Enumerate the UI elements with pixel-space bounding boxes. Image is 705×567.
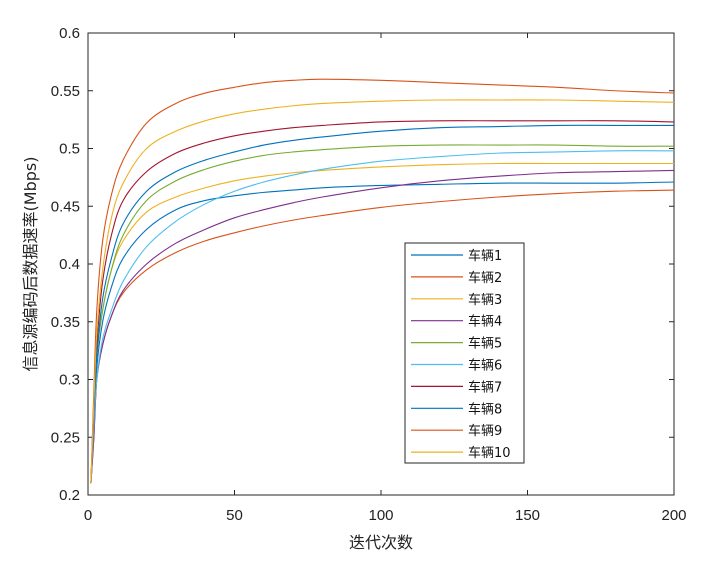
- y-tick-label: 0.3: [59, 372, 80, 389]
- y-tick-label: 0.5: [59, 141, 80, 158]
- legend-label-5: 车辆5: [468, 336, 502, 352]
- y-tick-label: 0.6: [59, 25, 80, 42]
- legend: 车辆1 车辆2 车辆3 车辆4 车辆5 车辆6 车辆7 车辆8 车辆9 车辆10: [404, 242, 525, 464]
- x-tick-label: 200: [661, 507, 686, 524]
- legend-label-10: 车辆10: [468, 445, 511, 461]
- legend-label-1: 车辆1: [468, 248, 502, 264]
- legend-label-7: 车辆7: [468, 379, 502, 395]
- x-axis-label: 迭代次数: [349, 533, 413, 552]
- series-line-10: [90, 99, 675, 484]
- series-line-8: [90, 124, 674, 484]
- x-tick-label: 100: [368, 507, 393, 524]
- y-tick-label: 0.4: [59, 256, 80, 273]
- series-line-5: [90, 144, 675, 484]
- legend-label-2: 车辆2: [468, 270, 502, 286]
- legend-label-4: 车辆4: [468, 314, 502, 330]
- series-lines: [90, 78, 675, 484]
- series-line-6: [90, 150, 675, 484]
- x-tick-label: 50: [226, 507, 243, 524]
- y-tick-label: 0.2: [59, 487, 80, 504]
- x-tick-label: 0: [84, 507, 92, 524]
- y-axis-label: 信息源编码后数据速率(Mbps): [21, 157, 40, 372]
- series-line-1: [90, 181, 675, 484]
- legend-label-8: 车辆8: [468, 401, 502, 417]
- legend-label-3: 车辆3: [468, 292, 502, 308]
- y-tick-label: 0.35: [51, 314, 80, 331]
- y-tick-label: 0.45: [51, 198, 80, 215]
- series-line-9: [90, 78, 675, 484]
- y-tick-label: 0.55: [51, 83, 80, 100]
- series-line-4: [90, 169, 675, 484]
- y-tick-label: 0.25: [51, 429, 80, 446]
- legend-label-6: 车辆6: [468, 358, 502, 374]
- legend-label-9: 车辆9: [468, 423, 502, 439]
- plot-area: [87, 32, 675, 496]
- legend-box: [404, 242, 525, 464]
- x-tick-label: 150: [515, 507, 540, 524]
- series-line-7: [90, 120, 675, 484]
- axis-ticks: 0 50 100 150 200 0.2 0.25 0.3 0.35 0.4 0.45 0.5 0.55…: [51, 25, 687, 524]
